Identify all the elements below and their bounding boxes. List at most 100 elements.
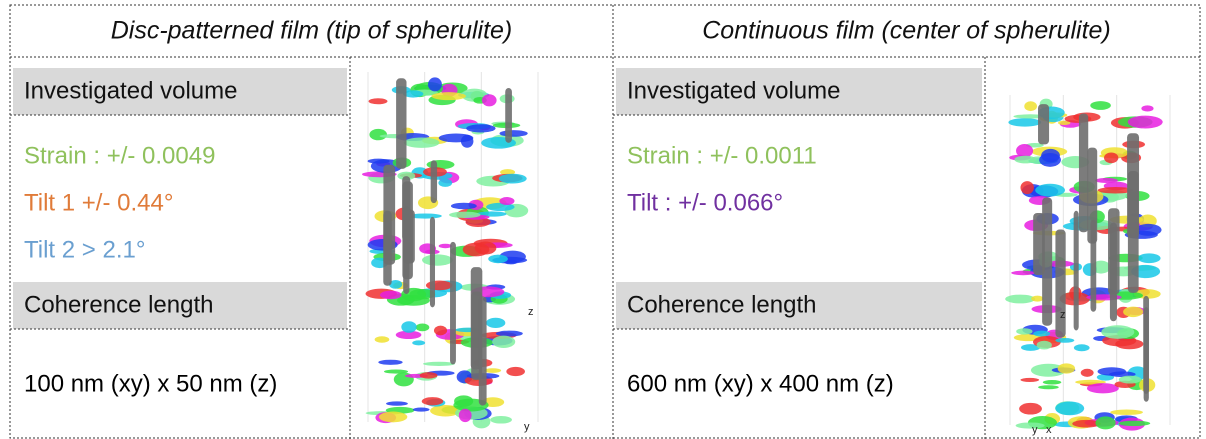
render-blob bbox=[1118, 420, 1151, 427]
render-blob bbox=[1020, 344, 1041, 351]
render-blob bbox=[1055, 337, 1075, 343]
render-blob bbox=[403, 137, 440, 148]
render-blob bbox=[1135, 223, 1162, 236]
render-blob bbox=[1086, 383, 1119, 394]
render-blob bbox=[458, 408, 472, 423]
render-blob bbox=[1008, 118, 1042, 127]
render-blob bbox=[431, 92, 466, 101]
render-rod bbox=[450, 241, 456, 365]
render-blob bbox=[402, 90, 424, 98]
render-rod bbox=[403, 206, 410, 295]
axis-label: z bbox=[528, 306, 534, 318]
render-blob bbox=[1011, 270, 1036, 276]
render-blob bbox=[1080, 368, 1094, 377]
render-blob bbox=[1073, 344, 1090, 352]
render-blob bbox=[1101, 325, 1135, 339]
render-blob bbox=[379, 290, 402, 300]
render-rod bbox=[478, 296, 487, 406]
render-blob bbox=[1039, 152, 1061, 167]
render-blob bbox=[1095, 416, 1116, 430]
section-heading: Investigated volume bbox=[24, 77, 237, 104]
section-line: Strain : +/- 0.0049 bbox=[24, 142, 215, 169]
render-blob bbox=[466, 124, 496, 133]
render-blob bbox=[1127, 115, 1163, 129]
render-blob bbox=[449, 211, 481, 219]
section-heading: Coherence length bbox=[627, 291, 816, 318]
render-blob bbox=[1138, 214, 1157, 228]
render-blob bbox=[1038, 385, 1059, 390]
render-rod bbox=[396, 78, 407, 169]
render-blob bbox=[409, 289, 436, 300]
render-blob bbox=[1075, 379, 1106, 385]
render-blob bbox=[1141, 105, 1154, 112]
render-rod bbox=[1055, 229, 1066, 338]
render-blob bbox=[1097, 187, 1134, 194]
render-rod bbox=[1078, 113, 1089, 233]
render-rod bbox=[430, 160, 438, 204]
axis-label: x bbox=[1046, 424, 1052, 436]
render-blob bbox=[488, 254, 508, 264]
section-heading-bg bbox=[13, 68, 347, 115]
render-blob bbox=[1115, 338, 1144, 350]
section-heading-bg bbox=[13, 282, 347, 329]
render-blob bbox=[438, 133, 474, 143]
render-image bbox=[1005, 95, 1171, 431]
render-blob bbox=[433, 325, 448, 336]
render-blob bbox=[422, 254, 453, 266]
render-blob bbox=[1016, 143, 1034, 158]
render-rod bbox=[1033, 212, 1045, 276]
render-blob bbox=[388, 280, 403, 289]
render-blob bbox=[421, 397, 444, 406]
render-blob bbox=[485, 317, 506, 328]
render-blob bbox=[474, 241, 497, 255]
render-blob bbox=[395, 330, 422, 340]
render-blob bbox=[438, 178, 453, 187]
render-rod bbox=[1108, 208, 1120, 295]
render-blob bbox=[492, 335, 516, 348]
panel-title: Continuous film (center of spherulite) bbox=[702, 17, 1111, 45]
render-rod bbox=[505, 87, 512, 143]
render-blob bbox=[450, 202, 477, 210]
render-blob bbox=[397, 171, 416, 181]
render-rod bbox=[1042, 197, 1053, 326]
section-line: 600 nm (xy) x 400 nm (z) bbox=[627, 370, 894, 397]
render-blob bbox=[506, 366, 525, 377]
render-blob bbox=[499, 130, 528, 137]
section-line: Tilt 1 +/- 0.44° bbox=[24, 189, 173, 216]
render-blob bbox=[1020, 181, 1034, 195]
render-blob bbox=[1024, 101, 1038, 112]
render-blob bbox=[1019, 402, 1042, 415]
render-blob bbox=[1072, 419, 1101, 428]
render-blob bbox=[499, 197, 515, 206]
section-line: Strain : +/- 0.0011 bbox=[627, 142, 817, 169]
section-heading-bg bbox=[616, 68, 982, 115]
render-blob bbox=[368, 98, 388, 105]
render-rod bbox=[1073, 210, 1079, 331]
render-blob bbox=[1016, 328, 1033, 335]
render-blob bbox=[1020, 377, 1040, 382]
render-blob bbox=[1014, 155, 1037, 164]
render-blob bbox=[465, 217, 491, 227]
render-rod bbox=[383, 210, 392, 286]
render-blob bbox=[428, 77, 442, 92]
render-blob bbox=[378, 359, 403, 365]
render-rod bbox=[1087, 147, 1098, 244]
render-blob bbox=[1094, 177, 1118, 183]
render-blob bbox=[438, 243, 452, 249]
render-blob bbox=[495, 330, 523, 337]
render-blob bbox=[412, 340, 426, 346]
section-heading: Investigated volume bbox=[627, 77, 840, 104]
outer-border bbox=[9, 4, 1201, 439]
render-image bbox=[361, 72, 539, 429]
render-blob bbox=[1055, 401, 1085, 416]
panel-title: Disc-patterned film (tip of spherulite) bbox=[111, 17, 513, 45]
render-blob bbox=[481, 94, 497, 107]
render-blob bbox=[419, 372, 438, 379]
render-blob bbox=[1057, 363, 1076, 374]
axis-label: z bbox=[1060, 309, 1066, 321]
render-blob bbox=[484, 368, 502, 373]
render-blob bbox=[498, 173, 527, 184]
render-blob bbox=[490, 415, 512, 424]
render-blob bbox=[430, 404, 461, 417]
render-rod bbox=[1127, 170, 1139, 293]
